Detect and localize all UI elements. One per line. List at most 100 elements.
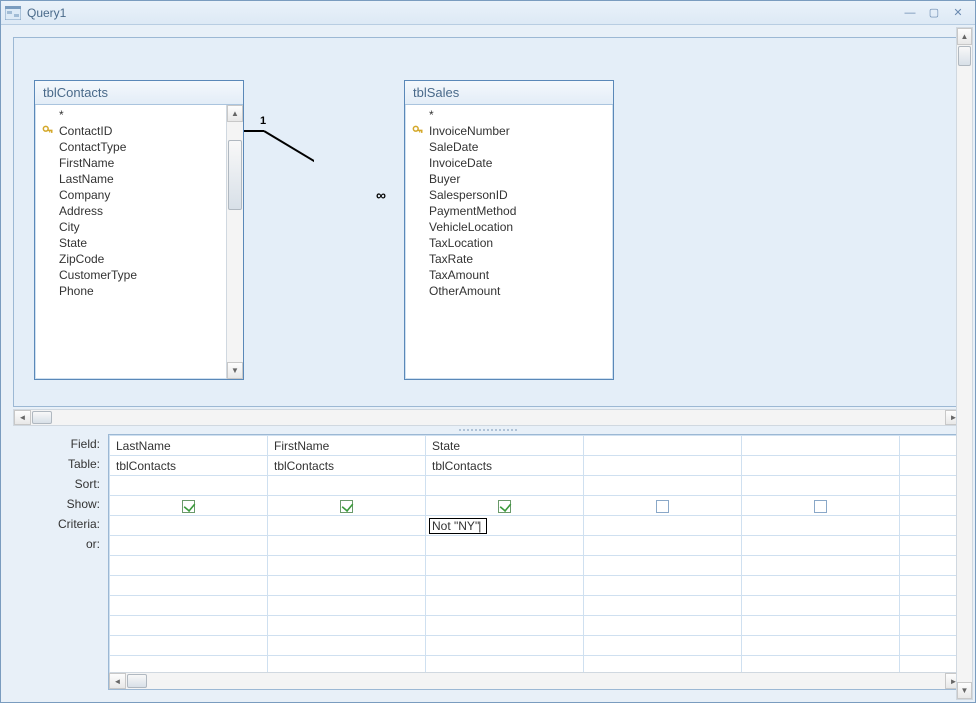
qbe-cell[interactable] bbox=[900, 556, 963, 576]
field-row[interactable]: TaxRate bbox=[405, 251, 613, 267]
field-row[interactable]: PaymentMethod bbox=[405, 203, 613, 219]
criteria-input[interactable]: Not "NY"| bbox=[429, 518, 487, 534]
field-row[interactable]: InvoiceDate bbox=[405, 155, 613, 171]
scroll-track[interactable] bbox=[227, 122, 243, 362]
scroll-track[interactable] bbox=[31, 410, 945, 425]
pane-splitter[interactable] bbox=[3, 426, 973, 434]
qbe-cell[interactable] bbox=[742, 436, 900, 456]
field-row[interactable]: TaxAmount bbox=[405, 267, 613, 283]
qbe-cell[interactable] bbox=[900, 536, 963, 556]
qbe-cell[interactable] bbox=[268, 516, 426, 536]
field-row[interactable]: ContactType bbox=[35, 139, 226, 155]
field-row[interactable]: City bbox=[35, 219, 226, 235]
qbe-cell[interactable] bbox=[900, 576, 963, 596]
qbe-cell[interactable] bbox=[900, 616, 963, 636]
qbe-cell[interactable] bbox=[110, 556, 268, 576]
qbe-cell[interactable] bbox=[584, 536, 742, 556]
design-pane-hscroll[interactable]: ◄ ► bbox=[13, 409, 963, 426]
qbe-cell[interactable] bbox=[110, 576, 268, 596]
qbe-cell[interactable] bbox=[900, 456, 963, 476]
qbe-cell[interactable] bbox=[268, 576, 426, 596]
qbe-cell[interactable]: State bbox=[426, 436, 584, 456]
field-row[interactable]: Company bbox=[35, 187, 226, 203]
qbe-cell[interactable] bbox=[268, 616, 426, 636]
field-row[interactable]: VehicleLocation bbox=[405, 219, 613, 235]
qbe-cell[interactable] bbox=[426, 576, 584, 596]
qbe-cell[interactable] bbox=[110, 516, 268, 536]
qbe-cell[interactable]: tblContacts bbox=[426, 456, 584, 476]
qbe-cell[interactable] bbox=[426, 656, 584, 673]
qbe-cell[interactable]: LastName bbox=[110, 436, 268, 456]
qbe-cell[interactable] bbox=[584, 596, 742, 616]
qbe-cell[interactable] bbox=[268, 556, 426, 576]
scroll-thumb[interactable] bbox=[958, 46, 971, 66]
show-checkbox[interactable] bbox=[182, 500, 195, 513]
field-row[interactable]: Address bbox=[35, 203, 226, 219]
qbe-cell[interactable] bbox=[900, 516, 963, 536]
qbe-cell[interactable] bbox=[900, 496, 963, 516]
table-box-contacts[interactable]: tblContacts *ContactIDContactTypeFirstNa… bbox=[34, 80, 244, 380]
qbe-cell[interactable] bbox=[584, 616, 742, 636]
scroll-up-arrow[interactable]: ▲ bbox=[957, 28, 972, 45]
field-row-star[interactable]: * bbox=[35, 107, 226, 123]
field-row[interactable]: FirstName bbox=[35, 155, 226, 171]
scroll-up-arrow[interactable]: ▲ bbox=[227, 105, 243, 122]
maximize-button[interactable]: ▢ bbox=[925, 6, 943, 20]
minimize-button[interactable]: — bbox=[901, 6, 919, 20]
qbe-cell[interactable] bbox=[742, 616, 900, 636]
scroll-down-arrow[interactable]: ▼ bbox=[957, 682, 972, 699]
qbe-cell[interactable] bbox=[110, 496, 268, 516]
qbe-cell[interactable] bbox=[742, 596, 900, 616]
qbe-cell[interactable] bbox=[110, 596, 268, 616]
qbe-cell[interactable] bbox=[900, 656, 963, 673]
qbe-hscroll[interactable]: ◄ ► bbox=[109, 672, 962, 689]
qbe-cell[interactable] bbox=[584, 516, 742, 536]
qbe-cell[interactable] bbox=[110, 476, 268, 496]
table-design-pane[interactable]: 1 ∞ tblContacts *ContactIDContactTypeFir… bbox=[13, 37, 963, 407]
scroll-track[interactable] bbox=[957, 45, 972, 682]
qbe-cell[interactable] bbox=[742, 496, 900, 516]
show-checkbox[interactable] bbox=[498, 500, 511, 513]
qbe-cell[interactable] bbox=[900, 476, 963, 496]
table-box-sales[interactable]: tblSales *InvoiceNumberSaleDateInvoiceDa… bbox=[404, 80, 614, 380]
scroll-left-arrow[interactable]: ◄ bbox=[14, 410, 31, 425]
qbe-cell[interactable] bbox=[742, 456, 900, 476]
qbe-cell[interactable] bbox=[426, 616, 584, 636]
field-list-sales[interactable]: *InvoiceNumberSaleDateInvoiceDateBuyerSa… bbox=[405, 105, 613, 379]
field-row[interactable]: ZipCode bbox=[35, 251, 226, 267]
qbe-cell[interactable] bbox=[268, 596, 426, 616]
field-row-star[interactable]: * bbox=[405, 107, 613, 123]
close-button[interactable]: ✕ bbox=[949, 6, 967, 20]
qbe-cell[interactable] bbox=[900, 636, 963, 656]
window-vscroll[interactable]: ▲ ▼ bbox=[956, 27, 973, 700]
qbe-cell[interactable] bbox=[426, 496, 584, 516]
qbe-cell[interactable]: FirstName bbox=[268, 436, 426, 456]
qbe-cell[interactable] bbox=[110, 636, 268, 656]
field-row[interactable]: OtherAmount bbox=[405, 283, 613, 299]
field-row[interactable]: InvoiceNumber bbox=[405, 123, 613, 139]
qbe-cell[interactable] bbox=[742, 516, 900, 536]
field-row[interactable]: SalespersonID bbox=[405, 187, 613, 203]
scroll-thumb[interactable] bbox=[228, 140, 242, 210]
field-row[interactable]: SaleDate bbox=[405, 139, 613, 155]
show-checkbox[interactable] bbox=[340, 500, 353, 513]
qbe-cell[interactable] bbox=[742, 656, 900, 673]
table-scrollbar[interactable]: ▲ ▼ bbox=[226, 105, 243, 379]
field-row[interactable]: CustomerType bbox=[35, 267, 226, 283]
qbe-cell[interactable] bbox=[426, 556, 584, 576]
table-title[interactable]: tblContacts bbox=[35, 81, 243, 105]
show-checkbox[interactable] bbox=[814, 500, 827, 513]
qbe-cell[interactable] bbox=[268, 476, 426, 496]
scroll-thumb[interactable] bbox=[127, 674, 147, 688]
scroll-down-arrow[interactable]: ▼ bbox=[227, 362, 243, 379]
qbe-table[interactable]: LastNameFirstNameStatetblContactstblCont… bbox=[109, 435, 962, 672]
qbe-cell[interactable] bbox=[426, 536, 584, 556]
qbe-cell[interactable] bbox=[426, 596, 584, 616]
qbe-cell[interactable] bbox=[268, 536, 426, 556]
qbe-cell[interactable] bbox=[584, 656, 742, 673]
qbe-cell[interactable]: tblContacts bbox=[110, 456, 268, 476]
qbe-cell[interactable] bbox=[110, 616, 268, 636]
qbe-cell[interactable] bbox=[742, 636, 900, 656]
qbe-cell[interactable] bbox=[742, 536, 900, 556]
qbe-grid[interactable]: LastNameFirstNameStatetblContactstblCont… bbox=[109, 435, 962, 672]
